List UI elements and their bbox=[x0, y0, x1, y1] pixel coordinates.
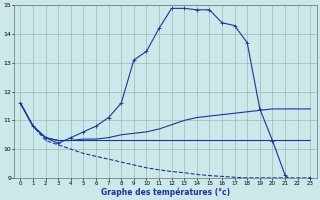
X-axis label: Graphe des températures (°c): Graphe des températures (°c) bbox=[101, 187, 230, 197]
